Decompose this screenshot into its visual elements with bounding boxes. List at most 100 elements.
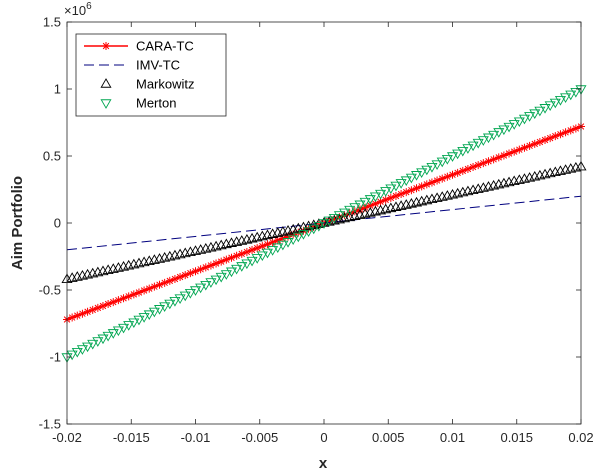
series-point: [482, 133, 495, 144]
series-line: [66, 195, 582, 251]
y-exponent-power: 6: [86, 1, 92, 12]
series-point: [417, 182, 426, 191]
series-point: [68, 313, 77, 322]
series-point: [87, 339, 99, 350]
series-point: [153, 305, 166, 315]
series-point: [412, 184, 421, 193]
series-point: [462, 144, 474, 154]
series-point: [534, 106, 546, 117]
x-tick-label: 0.005: [372, 430, 405, 445]
series-point: [436, 157, 448, 168]
series-point: [549, 98, 561, 109]
x-tick-label: -0.02: [52, 430, 82, 445]
y-tick-label: -0.5: [39, 283, 61, 298]
series-point: [133, 315, 145, 326]
series-point: [231, 264, 243, 275]
series-point: [112, 326, 124, 337]
series-point: [118, 323, 130, 334]
series-point: [114, 296, 123, 305]
series-point: [78, 309, 87, 318]
x-tick-label: -0.01: [181, 430, 211, 445]
series-point: [489, 155, 498, 164]
legend-box: [75, 33, 227, 117]
series-point: [179, 291, 191, 302]
series-point: [164, 299, 176, 310]
series-point: [385, 184, 397, 195]
legend-item: CARA-TC: [84, 39, 194, 54]
series-point: [248, 246, 257, 255]
series-point: [426, 163, 438, 173]
series-point: [297, 230, 309, 240]
series-point: [201, 263, 210, 272]
y-exponent-label: ×106: [64, 1, 92, 18]
series-point: [488, 130, 500, 141]
series-point: [438, 174, 447, 183]
series-point: [546, 134, 555, 143]
series-point: [195, 283, 207, 294]
series-point: [421, 165, 433, 176]
series-point: [452, 149, 464, 160]
series-point: [313, 221, 325, 232]
series-point: [410, 171, 423, 181]
series-point: [258, 242, 267, 251]
series-point: [76, 345, 88, 355]
series-point: [246, 256, 258, 267]
series-point: [405, 173, 417, 184]
series-point: [124, 292, 133, 301]
series-point: [267, 246, 279, 256]
series-point: [446, 152, 459, 162]
series-point: [294, 228, 303, 237]
series-point: [371, 199, 380, 208]
series-point: [284, 232, 293, 241]
series-point: [345, 209, 354, 218]
series-point: [570, 87, 582, 98]
legend-marker: [102, 42, 110, 50]
series-point: [200, 280, 212, 291]
y-tick-label: 0: [54, 216, 61, 231]
series-point: [140, 286, 149, 295]
series-point: [277, 240, 289, 251]
series-point: [443, 172, 452, 181]
series-point: [474, 161, 483, 170]
series-point: [303, 227, 315, 237]
series-point: [477, 136, 489, 146]
series-merton: [61, 85, 587, 363]
series-point: [515, 145, 524, 154]
series-point: [407, 186, 416, 195]
series-point: [344, 205, 356, 216]
series-point: [309, 222, 318, 231]
series-point: [560, 93, 572, 103]
series-point: [66, 350, 78, 361]
series-layer: [61, 85, 587, 363]
series-point: [390, 181, 402, 192]
legend: CARA-TC IMV-TC Markowitz Merton: [75, 33, 227, 117]
series-point: [227, 253, 236, 262]
series-point: [571, 124, 580, 133]
legend-item: Markowitz: [100, 77, 195, 92]
legend-marker: [100, 99, 112, 109]
series-point: [469, 163, 478, 172]
series-point: [539, 104, 551, 114]
series-point: [123, 321, 135, 331]
series-point: [236, 262, 248, 272]
series-point: [448, 170, 457, 179]
legend-item: IMV-TC: [84, 58, 180, 73]
series-point: [556, 130, 565, 139]
series-point: [484, 157, 493, 166]
series-point: [381, 195, 390, 204]
series-point: [561, 128, 570, 137]
series-point: [150, 282, 159, 291]
series-point: [210, 275, 222, 286]
series-point: [513, 117, 525, 128]
series-point: [292, 232, 304, 243]
series-point: [217, 257, 226, 266]
series-point: [535, 137, 544, 146]
series-point: [479, 159, 488, 168]
series-point: [335, 213, 344, 222]
series-point: [400, 176, 412, 187]
y-axis-ticks: -1.5 -1 -0.5 0 0.5 1 1.5: [39, 15, 581, 432]
x-tick-label: -0.005: [241, 430, 278, 445]
series-point: [92, 337, 104, 347]
series-point: [518, 114, 530, 125]
x-tick-label: -0.015: [113, 430, 150, 445]
